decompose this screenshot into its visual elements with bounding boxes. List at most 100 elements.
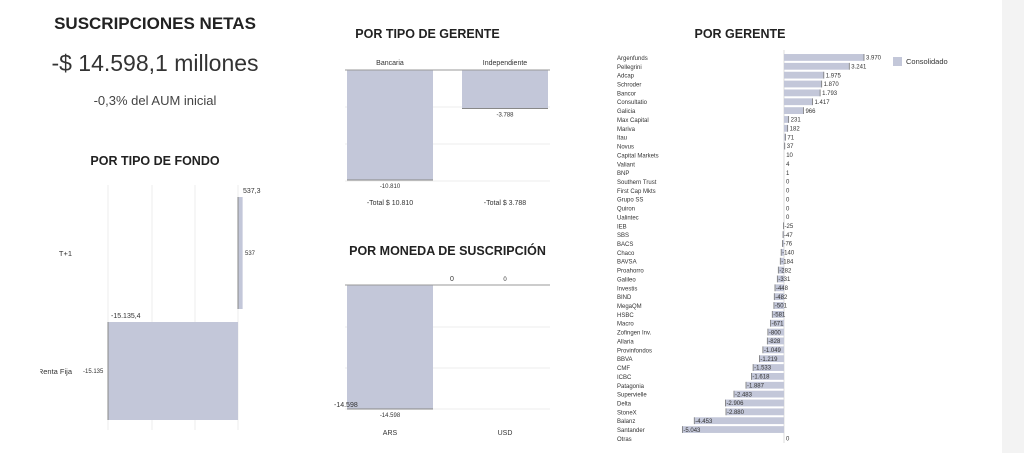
- gerente-tipo-bar: [462, 70, 548, 109]
- gerente-value-label: 3.241: [851, 64, 867, 70]
- gerente-category-label: Max Capital: [617, 118, 649, 124]
- gerente-category-label: Patagonia: [617, 384, 645, 390]
- gerente-category-label: Santander: [617, 428, 645, 434]
- side-panel-strip: [1002, 0, 1024, 453]
- gerente-category-label: Balanz: [617, 419, 635, 425]
- moneda-section-title: POR MONEDA DE SUSCRIPCIÓN: [349, 244, 546, 258]
- gerente-value-label: 4: [786, 162, 790, 168]
- gerente-value-label: -671: [771, 321, 784, 327]
- gerente-category-label: Mariva: [617, 127, 636, 133]
- gerente-bar: [784, 54, 864, 61]
- gerente-bar: [780, 257, 784, 265]
- moneda-bar: [347, 285, 433, 409]
- moneda-category-label: USD: [498, 430, 513, 437]
- gerente-category-label: BACS: [617, 242, 633, 248]
- gerente-bar: [784, 107, 804, 114]
- gerente-tipo-bar: [347, 70, 433, 180]
- gerente-value-label: -448: [776, 286, 789, 292]
- gerente-section-title: POR GERENTE: [694, 27, 786, 41]
- fondo-value-label: 537: [245, 251, 256, 257]
- gerente-value-label: -331: [778, 277, 791, 283]
- gerente-tipo-total-label: -Total $ 3.788: [484, 200, 527, 207]
- gerente-bar: [751, 372, 784, 380]
- fondo-section-title: POR TIPO DE FONDO: [90, 154, 220, 168]
- gerente-value-label: -47: [784, 233, 793, 239]
- gerente-bar: [767, 337, 784, 345]
- gerente-category-label: Bancor: [617, 91, 636, 97]
- gerente-bar: [725, 408, 784, 416]
- gerente-category-label: Argenfunds: [617, 56, 648, 62]
- gerente-category-label: Chaco: [617, 251, 635, 257]
- gerente-category-label: Supervielle: [617, 393, 647, 399]
- gerente-bar: [774, 284, 784, 292]
- gerente-category-label: Galileo: [617, 277, 636, 283]
- net-subscriptions-value: -$ 14.598,1 millones: [51, 50, 259, 76]
- gerente-bar: [782, 240, 784, 247]
- gerente-value-label: -1.049: [764, 348, 782, 354]
- gerente-category-label: MegaQM: [617, 304, 642, 310]
- gerente-value-label: -5.043: [683, 428, 701, 434]
- gerente-tipo-section-title: POR TIPO DE GERENTE: [355, 27, 500, 41]
- gerente-bar: [759, 355, 784, 363]
- gerente-value-label: -1.533: [754, 366, 772, 372]
- gerente-category-label: Macro: [617, 322, 634, 328]
- gerente-category-label: Itau: [617, 136, 627, 142]
- gerente-value-label: 1.870: [824, 82, 840, 88]
- gerente-bar: [784, 80, 822, 88]
- gerente-bar: [773, 302, 784, 309]
- gerente-bar: [778, 266, 784, 274]
- gerente-bar: [762, 346, 784, 354]
- gerente-bar: [784, 124, 788, 132]
- legend-swatch: [893, 57, 902, 66]
- gerente-bar: [781, 248, 784, 256]
- gerente-value-label: 1.793: [822, 91, 838, 97]
- moneda-value-label: 0: [503, 277, 507, 283]
- fondo-chart: T+1 537 537,3 Renta Fija -15.135 -15.135,4: [40, 185, 261, 430]
- gerente-tipo-total-label: -Total $ 10.810: [367, 200, 413, 207]
- page-title: SUSCRIPCIONES NETAS: [54, 14, 256, 33]
- fondo-category-label: Renta Fija: [40, 367, 73, 376]
- fondo-value-label: -15.135: [83, 369, 104, 375]
- gerente-value-label: -2.483: [735, 392, 753, 398]
- gerente-category-label: Capital Markets: [617, 153, 659, 159]
- gerente-value-label: -1.219: [760, 357, 778, 363]
- gerente-category-label: Southern Trust: [617, 180, 657, 186]
- gerente-value-label: -76: [783, 242, 792, 248]
- gerente-bar: [725, 399, 784, 407]
- gerente-value-label: -2.906: [726, 401, 744, 407]
- gerente-value-label: 231: [791, 118, 802, 124]
- gerente-category-label: Zofingen Inv.: [617, 331, 652, 337]
- gerente-category-label: BAVSA: [617, 260, 637, 266]
- gerente-bar: [682, 426, 784, 433]
- gerente-value-label: -140: [782, 251, 795, 257]
- gerente-category-label: Consultatio: [617, 100, 648, 106]
- gerente-value-label: 0: [786, 180, 790, 186]
- gerente-value-label: 10: [786, 153, 793, 159]
- gerente-bar: [784, 62, 850, 70]
- gerente-category-label: Novus: [617, 145, 634, 151]
- gerente-value-label: 0: [786, 206, 790, 212]
- gerente-category-label: IEB: [617, 224, 627, 230]
- gerente-value-label: 1.975: [826, 73, 842, 79]
- gerente-bar: [784, 98, 813, 106]
- gerente-value-label: -4.453: [695, 419, 713, 425]
- gerente-value-label: -482: [775, 295, 788, 301]
- gerente-value-label: -581: [773, 313, 786, 319]
- gerente-value-label: 0: [786, 197, 790, 203]
- gerente-category-label: Provinfondos: [617, 348, 652, 354]
- gerente-tipo-chart: Bancaria -10.810 -Total $ 10.810 Independie…: [345, 60, 550, 207]
- fondo-bar: [238, 197, 243, 309]
- gerente-bar: [733, 390, 784, 398]
- gerente-category-label: Delta: [617, 401, 632, 407]
- gerente-category-label: First Cap Mkts: [617, 189, 656, 195]
- gerente-value-label: 0: [786, 189, 790, 195]
- gerente-value-label: -184: [781, 259, 794, 265]
- gerente-value-label: -2.880: [727, 410, 745, 416]
- gerente-category-label: Adcap: [617, 74, 635, 80]
- gerente-value-label: 182: [790, 127, 801, 133]
- gerente-bar: [767, 328, 784, 336]
- gerente-bar: [777, 275, 784, 283]
- gerente-value-label: 0: [786, 437, 790, 443]
- gerente-category-label: ICBC: [617, 375, 632, 381]
- gerente-value-label: 966: [805, 109, 816, 115]
